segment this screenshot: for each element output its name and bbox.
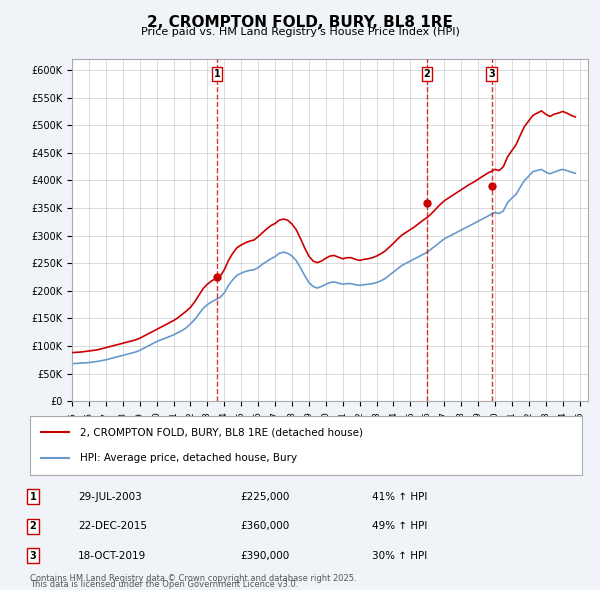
Text: 49% ↑ HPI: 49% ↑ HPI bbox=[372, 522, 427, 531]
Text: 1: 1 bbox=[29, 492, 37, 502]
Text: 30% ↑ HPI: 30% ↑ HPI bbox=[372, 551, 427, 560]
Text: 2, CROMPTON FOLD, BURY, BL8 1RE: 2, CROMPTON FOLD, BURY, BL8 1RE bbox=[147, 15, 453, 30]
Text: 29-JUL-2003: 29-JUL-2003 bbox=[78, 492, 142, 502]
Text: 18-OCT-2019: 18-OCT-2019 bbox=[78, 551, 146, 560]
Text: 41% ↑ HPI: 41% ↑ HPI bbox=[372, 492, 427, 502]
Text: 2: 2 bbox=[424, 69, 430, 79]
Text: Price paid vs. HM Land Registry's House Price Index (HPI): Price paid vs. HM Land Registry's House … bbox=[140, 27, 460, 37]
Text: 22-DEC-2015: 22-DEC-2015 bbox=[78, 522, 147, 531]
Text: 3: 3 bbox=[488, 69, 495, 79]
Text: This data is licensed under the Open Government Licence v3.0.: This data is licensed under the Open Gov… bbox=[30, 580, 298, 589]
Text: HPI: Average price, detached house, Bury: HPI: Average price, detached house, Bury bbox=[80, 454, 297, 463]
Text: 2: 2 bbox=[29, 522, 37, 531]
Text: £225,000: £225,000 bbox=[240, 492, 289, 502]
Text: £390,000: £390,000 bbox=[240, 551, 289, 560]
Text: 2, CROMPTON FOLD, BURY, BL8 1RE (detached house): 2, CROMPTON FOLD, BURY, BL8 1RE (detache… bbox=[80, 428, 362, 437]
Text: 1: 1 bbox=[214, 69, 220, 79]
Text: £360,000: £360,000 bbox=[240, 522, 289, 531]
Text: Contains HM Land Registry data © Crown copyright and database right 2025.: Contains HM Land Registry data © Crown c… bbox=[30, 574, 356, 583]
Text: 3: 3 bbox=[29, 551, 37, 560]
